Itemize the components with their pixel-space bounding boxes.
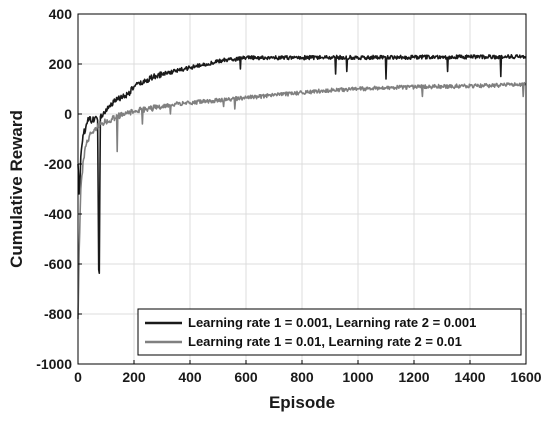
legend-box [137,308,522,356]
x-tick-label: 600 [234,369,258,385]
x-axis-ticks: 0 200 400 600 800 1000 1200 1400 1600 [74,360,542,385]
x-tick-label: 1400 [454,369,485,385]
y-tick-label: -200 [44,156,72,172]
y-axis-ticks: -1000 -800 -600 -400 -200 0 200 400 [36,6,82,372]
x-tick-label: 0 [74,369,82,385]
y-tick-label: -600 [44,256,72,272]
x-tick-label: 1200 [398,369,429,385]
x-tick-label: 400 [178,369,202,385]
legend: Learning rate 1 = 0.001, Learning rate 2… [137,308,522,356]
series-lines [77,54,527,320]
x-tick-label: 800 [290,369,314,385]
y-tick-label: 400 [49,6,73,22]
x-tick-label: 1600 [510,369,541,385]
x-axis-title: Episode [269,393,335,412]
series-line-1 [77,54,527,274]
legend-label-series-2: Learning rate 1 = 0.01, Learning rate 2 … [188,334,462,349]
y-tick-label: 0 [64,106,72,122]
y-axis-title: Cumulative Reward [7,110,26,268]
x-tick-label: 200 [122,369,146,385]
y-tick-label: -1000 [36,356,72,372]
series-line-2 [77,81,527,320]
x-tick-label: 1000 [342,369,373,385]
legend-label-series-1: Learning rate 1 = 0.001, Learning rate 2… [188,315,476,330]
y-tick-label: 200 [49,56,73,72]
y-tick-label: -400 [44,206,72,222]
y-tick-label: -800 [44,306,72,322]
